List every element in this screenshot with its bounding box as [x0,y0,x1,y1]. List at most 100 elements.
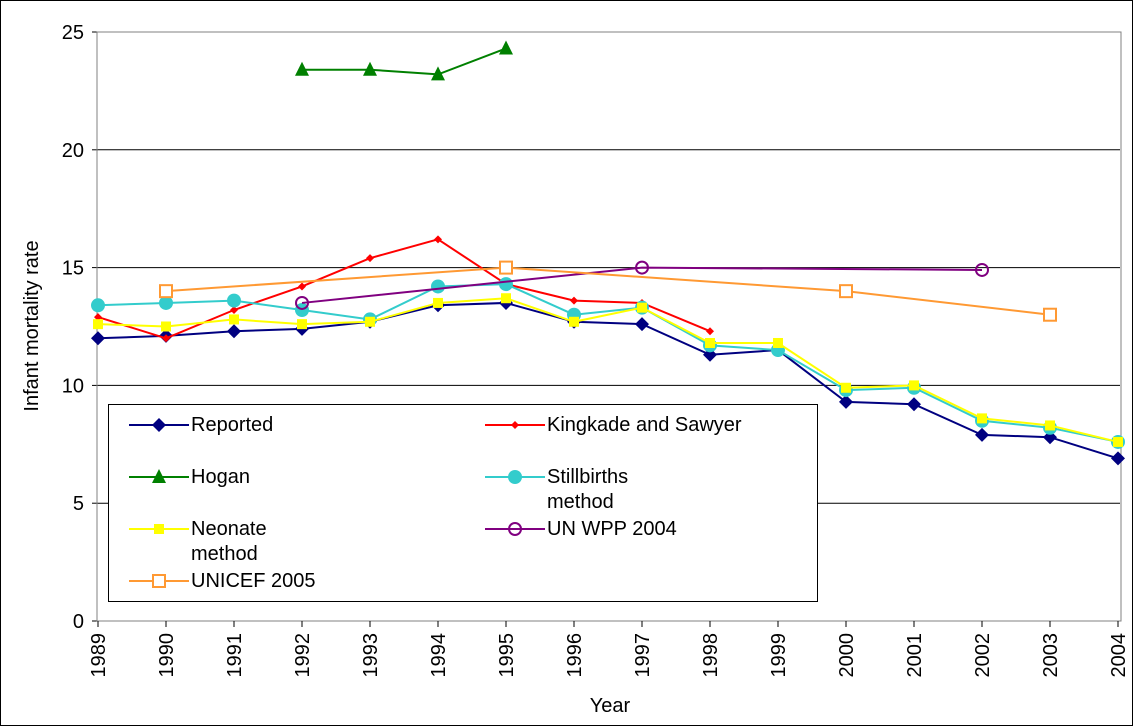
marker [635,317,649,332]
marker [161,321,171,332]
x-tick-label: 1999 [768,633,790,678]
series-line [97,301,1119,460]
marker [499,277,513,292]
marker [295,295,309,310]
marker [1113,436,1123,447]
marker [159,284,173,299]
y-tick-label: 15 [62,258,84,280]
marker [366,254,374,263]
marker [431,66,445,81]
x-tick-label: 2003 [1040,633,1062,678]
marker [152,418,166,432]
marker [570,296,578,305]
legend-item: Kingkade and Sawyer [483,413,742,438]
x-tick-label: 1996 [564,633,586,678]
marker [227,293,241,308]
legend-item: Reported [127,413,273,438]
legend-item: UN WPP 2004 [483,517,677,542]
marker [152,469,166,483]
marker [1045,420,1055,431]
y-tick-label: 10 [62,375,84,397]
y-tick-label: 20 [62,140,84,162]
marker [705,337,715,348]
y-axis-title: Infant mortality rate [21,240,43,411]
marker [93,319,103,330]
marker [295,303,309,318]
marker [94,313,102,322]
x-tick-label: 1993 [360,633,382,678]
legend-label: UNICEF 2005 [191,570,316,592]
marker [434,235,442,244]
series-line [97,283,1119,443]
marker [298,282,306,291]
marker [839,394,853,409]
y-tick-label: 25 [62,22,84,44]
marker [569,316,579,327]
legend-label: Hogan [191,466,250,488]
x-tick-label: 2000 [836,633,858,678]
marker [637,302,647,313]
legend-key [129,574,189,588]
marker [773,337,783,348]
marker [227,324,241,339]
marker [230,306,238,315]
legend-key [129,524,189,534]
series-line [302,47,507,76]
marker [975,427,989,442]
x-tick-label: 2002 [972,633,994,678]
marker [229,314,239,325]
marker [501,293,511,304]
marker [511,421,519,429]
legend-key [129,418,189,432]
marker [706,327,714,336]
marker [907,397,921,412]
marker [363,61,377,76]
marker [297,319,307,330]
legend-label: Kingkade and Sawyer [547,414,742,436]
x-tick-label: 1998 [700,633,722,678]
y-tick-label: 5 [73,493,84,515]
x-tick-label: 1997 [632,633,654,678]
marker [841,382,851,393]
marker [154,524,164,534]
x-tick-label: 1995 [496,633,518,678]
legend-label: Neonate method [191,518,267,565]
marker [909,380,919,391]
series-line [97,238,711,340]
marker [1111,451,1125,466]
legend-label: UN WPP 2004 [547,518,677,540]
marker [975,262,989,277]
legend-item: UNICEF 2005 [127,569,316,594]
legend-item: Hogan [127,465,250,490]
legend-key [485,470,545,484]
legend-item: Stillbirths method [483,465,687,515]
legend-label: Reported [191,414,274,436]
x-tick-label: 1992 [292,633,314,678]
legend-item: Neonate method [127,517,331,567]
x-tick-label: 2001 [904,633,926,678]
marker [365,316,375,327]
marker [431,279,445,294]
series-line [165,266,1051,316]
marker [499,260,513,275]
marker [977,413,987,424]
marker [508,522,522,536]
marker [839,284,853,299]
x-tick-label: 1991 [224,633,246,678]
legend-key [485,421,545,429]
marker [91,298,105,313]
series-line [97,297,1119,443]
legend-label: Stillbirths method [547,466,629,513]
marker [433,297,443,308]
marker [152,574,166,588]
legend: Reported Kingkade and Sawyer Hogan Stillbir… [108,404,818,602]
x-tick-label: 2004 [1108,633,1130,678]
marker [159,295,173,310]
marker [1043,307,1057,322]
x-tick-label: 1990 [156,633,178,678]
marker [295,61,309,76]
marker [508,470,522,484]
